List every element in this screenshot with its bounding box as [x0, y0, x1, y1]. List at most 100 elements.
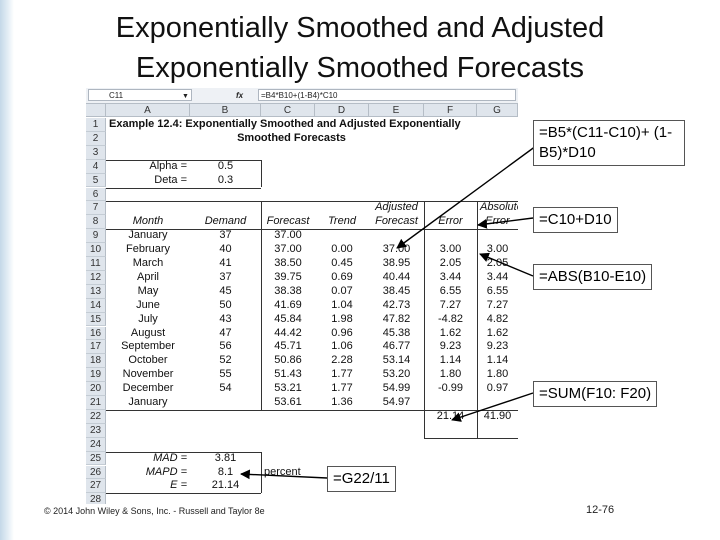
arrow-adjusted-formula	[477, 217, 534, 229]
table-cell-forecast: 37.00	[274, 243, 302, 256]
row-header[interactable]: 23	[86, 423, 106, 438]
table-cell-month: January	[128, 229, 168, 242]
table-cell-abs: 0.97	[486, 382, 509, 395]
row-header[interactable]: 18	[86, 354, 106, 369]
select-all-corner[interactable]	[86, 104, 106, 117]
table-cell-trend: 0.96	[331, 326, 353, 339]
column-header-e[interactable]: E	[369, 104, 424, 117]
sheet-subheading: Smoothed Forecasts	[237, 131, 346, 144]
row-header[interactable]: 25	[86, 451, 106, 466]
table-cell-month: June	[136, 298, 160, 311]
row-header[interactable]: 27	[86, 479, 106, 494]
column-header-a[interactable]: A	[106, 104, 190, 117]
callout-mad-formula: =G22/11	[327, 466, 396, 492]
row-header[interactable]: 1	[86, 118, 106, 132]
table-cell-error: 1.80	[439, 368, 462, 381]
row-header[interactable]: 5	[86, 173, 106, 188]
copyright-text: © 2014 John Wiley & Sons, Inc. - Russell…	[44, 506, 265, 516]
table-divider-b	[261, 201, 262, 410]
table-cell-month: February	[125, 243, 171, 256]
table-cell-abs: 7.27	[486, 298, 509, 311]
table-cell-abs: 1.14	[486, 354, 509, 367]
mapd-value: 8.1	[217, 465, 234, 478]
row-header[interactable]: 10	[86, 243, 106, 257]
column-header-c[interactable]: C	[261, 104, 315, 117]
table-cell-demand: 56	[219, 340, 232, 353]
table-cell-month: December	[122, 382, 174, 395]
slide-title-line-1: Exponentially Smoothed and Adjusted	[115, 12, 605, 44]
row-header[interactable]: 4	[86, 159, 106, 174]
row-header[interactable]: 28	[86, 493, 106, 504]
row-header[interactable]: 22	[86, 409, 106, 424]
row-header[interactable]: 16	[86, 326, 106, 341]
row-header[interactable]: 15	[86, 312, 106, 327]
table-cell-trend: 1.06	[331, 340, 353, 353]
row-header[interactable]: 24	[86, 437, 106, 452]
callout-trend-formula: =B5*(C11-C10)+ (1-B5)*D10	[533, 120, 685, 166]
table-cell-month: April	[136, 270, 159, 283]
row-header[interactable]: 19	[86, 368, 106, 383]
table-divider-e	[424, 201, 425, 438]
table-cell-abs: 4.82	[486, 312, 509, 325]
table-cell-demand: 37	[219, 229, 232, 242]
delta-label: Deta =	[154, 173, 187, 186]
alpha-box-bottom	[106, 187, 261, 189]
table-cell-demand: 40	[219, 243, 232, 256]
table-cell-abs: 9.23	[486, 340, 509, 353]
mapd-unit: percent	[264, 465, 301, 478]
row-header[interactable]: 7	[86, 201, 106, 216]
row-header[interactable]: 11	[86, 257, 106, 271]
delta-value: 0.3	[217, 173, 234, 186]
table-cell-abs: 3.00	[486, 243, 509, 256]
row-header[interactable]: 8	[86, 215, 106, 230]
arrow-abs-error-formula	[479, 252, 534, 277]
table-cell-error: -4.82	[437, 312, 464, 325]
table-cell-error: 3.44	[439, 270, 462, 283]
table-cell-abs: 6.55	[486, 284, 509, 297]
e-label: E =	[170, 479, 187, 492]
row-header[interactable]: 6	[86, 187, 106, 202]
function-icon: fx	[236, 91, 244, 100]
row-header[interactable]: 13	[86, 284, 106, 299]
table-cell-error: 1.62	[439, 326, 462, 339]
table-cell-trend: 1.77	[331, 368, 353, 381]
mad-box-top	[106, 451, 261, 453]
table-cell-adj: 38.45	[382, 284, 411, 297]
column-header-f[interactable]: F	[424, 104, 477, 117]
table-header-border	[106, 229, 518, 231]
column-header-g[interactable]: G	[477, 104, 518, 117]
table-cell-demand: 50	[219, 298, 232, 311]
table-divider-f	[477, 201, 478, 438]
row-header[interactable]: 3	[86, 145, 106, 160]
row-header[interactable]: 14	[86, 298, 106, 313]
alpha-label: Alpha =	[149, 159, 187, 172]
mapd-label: MAPD =	[145, 465, 187, 478]
row-header[interactable]: 26	[86, 465, 106, 480]
table-cell-trend: 1.77	[331, 382, 353, 395]
table-cell-adj: 38.95	[382, 257, 411, 269]
table-cell-trend: 0.00	[331, 243, 353, 256]
table-bottom-border	[106, 409, 518, 411]
column-header-b[interactable]: B	[190, 104, 261, 117]
row-header[interactable]: 2	[86, 131, 106, 146]
table-cell-month: September	[121, 340, 175, 353]
sheet-heading: Example 12.4: Exponentially Smoothed and…	[109, 118, 461, 130]
table-cell-demand: 54	[219, 382, 232, 395]
row-header[interactable]: 17	[86, 340, 106, 355]
column-title-trend: Trend	[328, 215, 356, 228]
table-cell-error: 1.14	[439, 354, 462, 367]
table-cell-adj: 53.20	[382, 368, 411, 381]
row-header[interactable]: 12	[86, 270, 106, 285]
row-header[interactable]: 21	[86, 396, 106, 410]
alpha-box-right	[261, 159, 262, 188]
table-cell-adj: 42.73	[382, 298, 411, 311]
table-cell-adj: 40.44	[382, 270, 411, 283]
row-header[interactable]: 20	[86, 382, 106, 396]
slide-side-band	[0, 0, 14, 540]
table-cell-trend: 0.45	[331, 257, 353, 269]
row-header[interactable]: 9	[86, 229, 106, 244]
column-header-d[interactable]: D	[315, 104, 369, 117]
slide-title: Exponentially Smoothed and Adjusted Expo…	[30, 8, 690, 88]
formula-text: =B4*B10+(1-B4)*C10	[258, 89, 516, 101]
formula-bar: C11 ▼ fx =B4*B10+(1-B4)*C10	[86, 88, 518, 104]
